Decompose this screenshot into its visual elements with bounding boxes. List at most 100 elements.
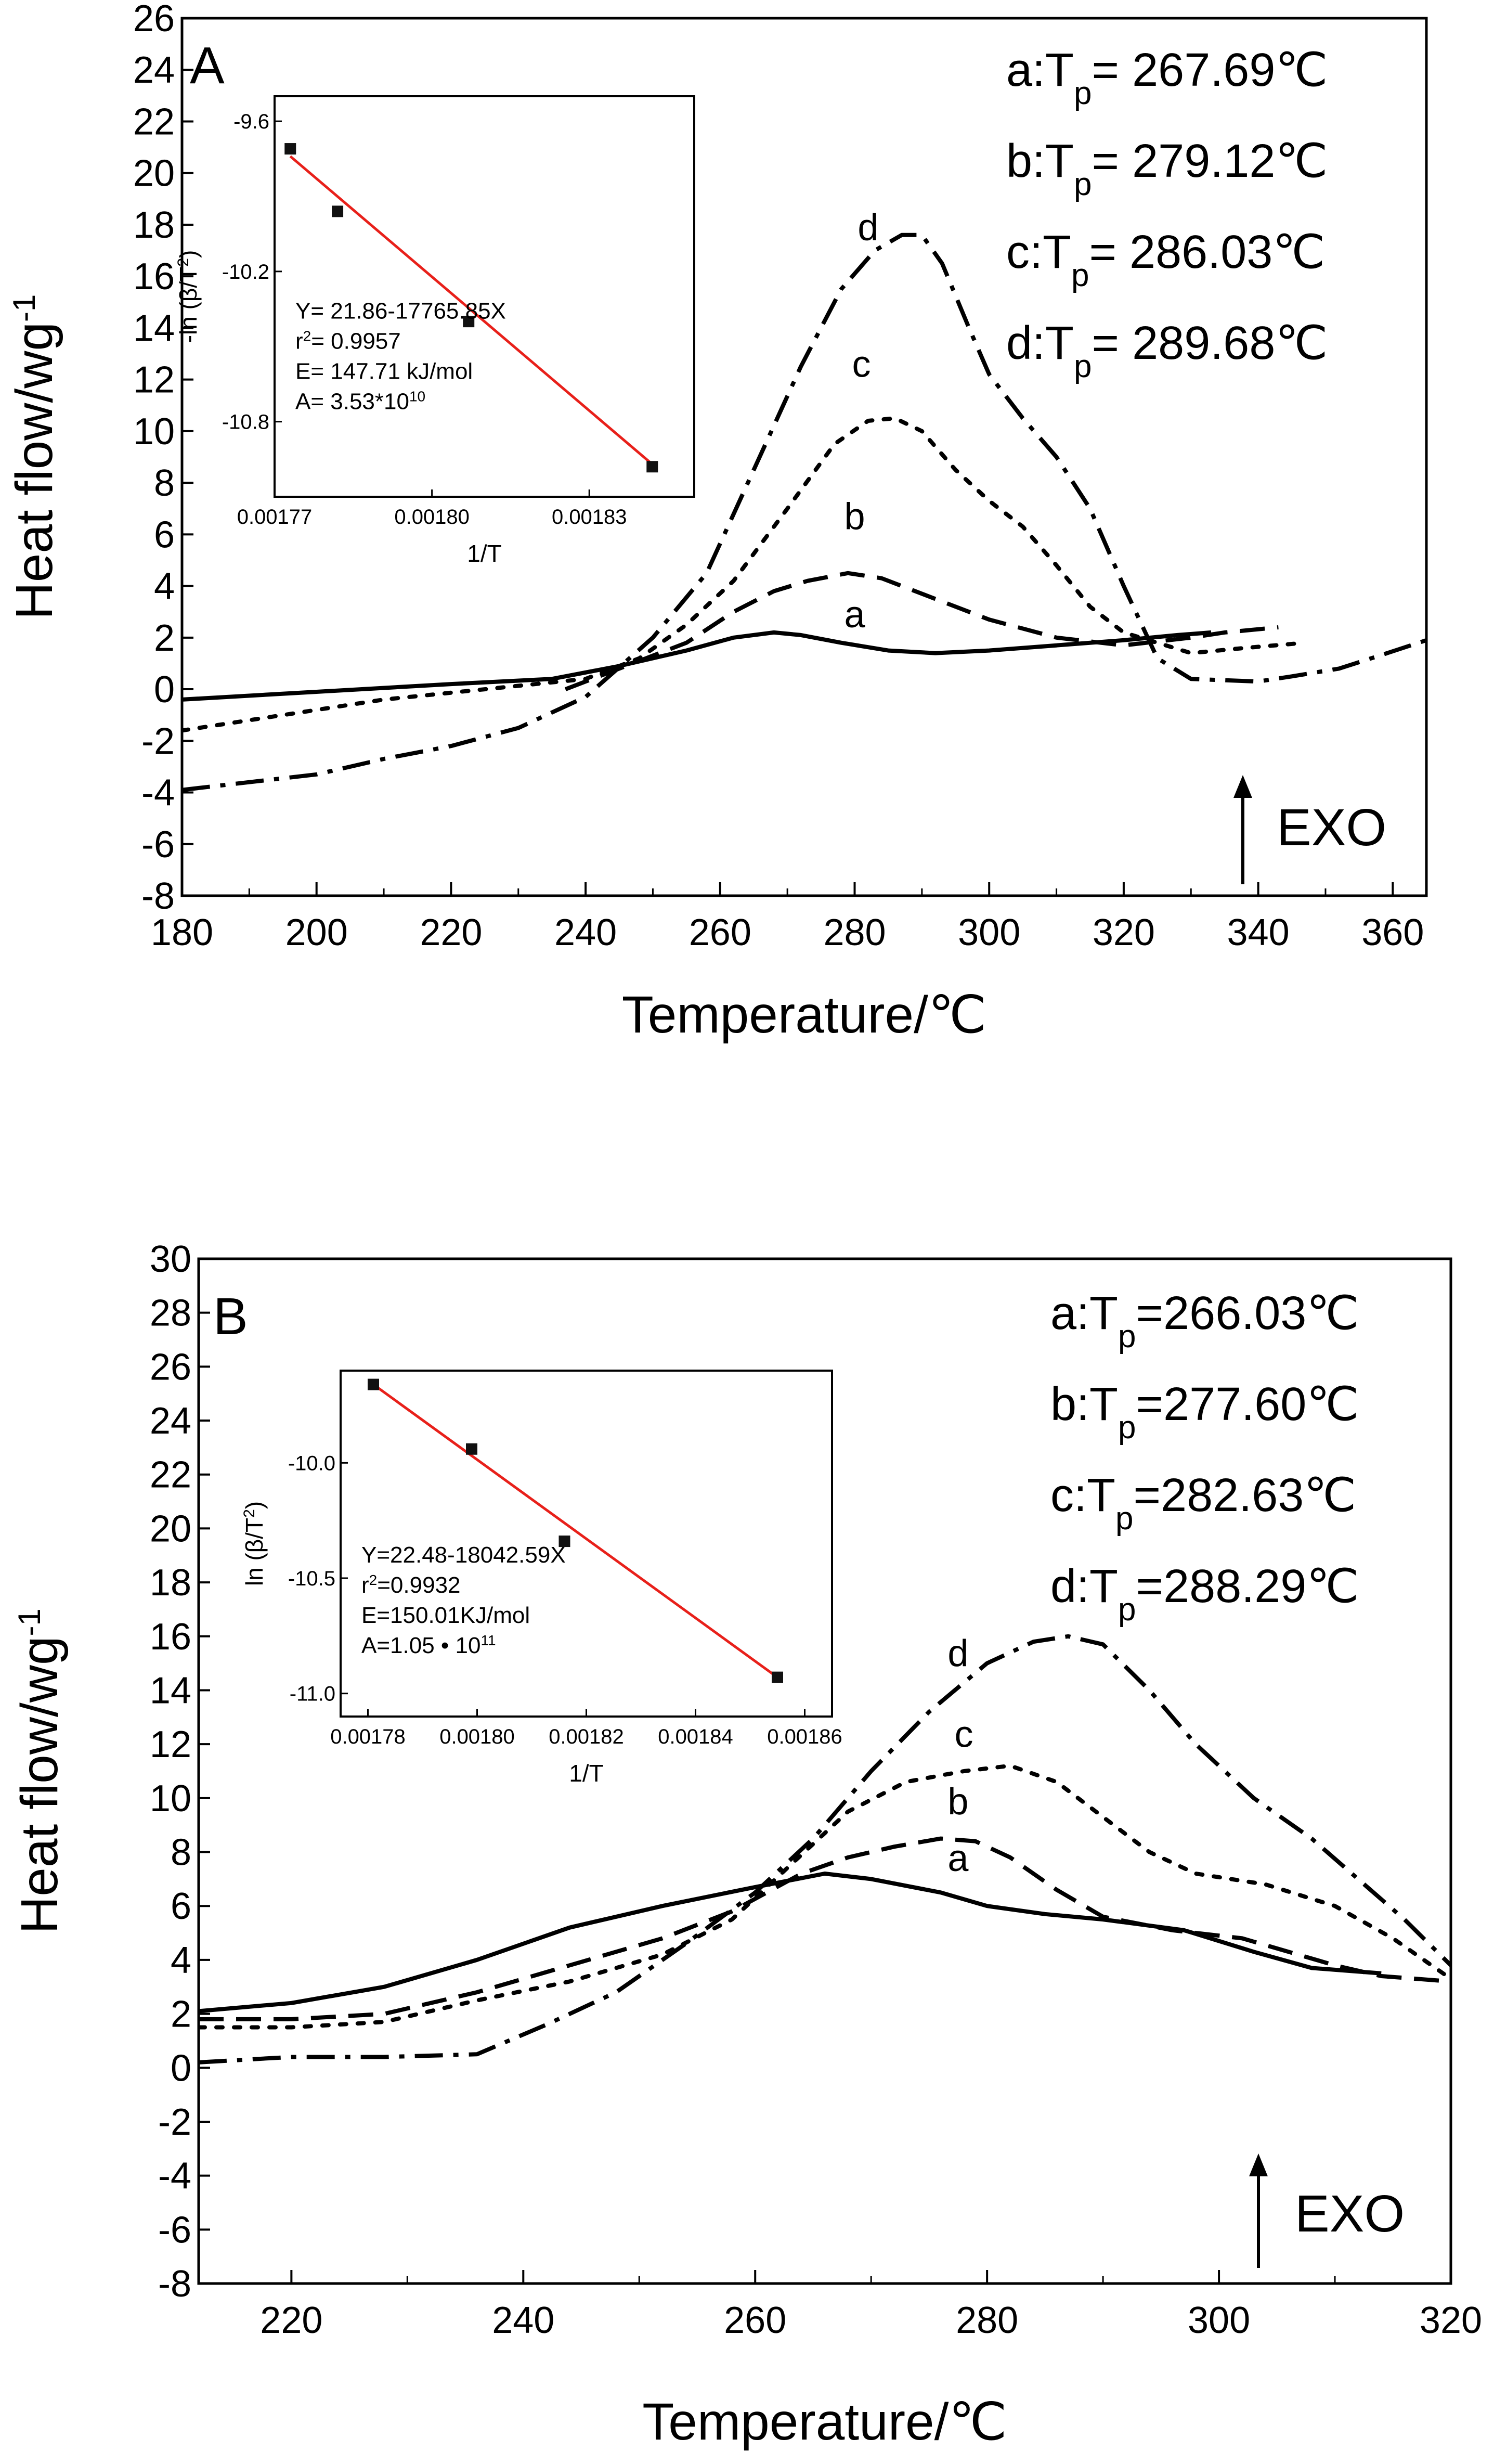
- y-tick-label: 30: [150, 1239, 191, 1280]
- inset-x-tick-label: 0.00177: [237, 506, 313, 528]
- curves: [199, 1634, 1451, 2065]
- curve-d: [199, 1634, 1451, 2065]
- y-tick-label: 16: [150, 1616, 191, 1658]
- x-tick-label: 300: [958, 912, 1020, 953]
- y-tick-label: 0: [171, 2047, 191, 2089]
- inset-x-tick-label: 0.00184: [658, 1725, 733, 1748]
- prefactor-exponent: 10: [409, 388, 425, 404]
- inset-fit-line: [289, 155, 653, 466]
- plot-frame: [180, 17, 1428, 897]
- peak-annotation-b: b:Tp= 279.12℃: [1006, 135, 1328, 202]
- y-tick-label: -6: [158, 2209, 191, 2251]
- x-axis-title: Temperature/℃: [642, 2393, 1007, 2451]
- x-tick-label: 360: [1361, 912, 1424, 953]
- x-tick-label: 200: [285, 912, 348, 953]
- y-tick-label: 4: [171, 1940, 191, 1981]
- inset-y-title-superscript: 2: [175, 258, 192, 267]
- annotation-value: = 286.03℃: [1089, 226, 1325, 278]
- inset-x-tick-label: 0.00183: [552, 506, 627, 528]
- annotation-subscript: p: [1074, 75, 1092, 111]
- y-tick-label: 20: [150, 1508, 191, 1550]
- curve-label-c: c: [955, 1713, 973, 1755]
- inset-activation-energy: E=150.01KJ/mol: [361, 1603, 530, 1628]
- y-tick-label: 14: [133, 307, 175, 349]
- y-axis-title-superscript: -1: [7, 294, 42, 322]
- inset-x-tick-label: 0.00186: [767, 1725, 842, 1748]
- y-axis-title-superscript: -1: [12, 1608, 47, 1636]
- peak-annotation-d: d:Tp= 289.68℃: [1006, 317, 1328, 384]
- inset-equation: Y= 21.86-17765.85X: [295, 298, 506, 324]
- peak-annotation-a: a:Tp=266.03℃: [1050, 1287, 1359, 1354]
- inset-y-tick-label: -11.0: [290, 1683, 335, 1706]
- inset-prefactor: A=1.05 • 1011: [361, 1632, 496, 1659]
- y-tick-label: -2: [141, 720, 175, 762]
- x-tick-label: 240: [492, 2300, 554, 2341]
- x-tick-label: 280: [823, 912, 886, 953]
- annotation-subscript: p: [1071, 257, 1089, 293]
- r2-superscript: 2: [369, 1572, 378, 1588]
- annotation-subscript: p: [1118, 1592, 1136, 1628]
- inset-y-tick-label: -10.0: [288, 1452, 335, 1475]
- peak-annotation-d: d:Tp=288.29℃: [1050, 1560, 1359, 1628]
- y-tick-label: 20: [133, 153, 175, 195]
- annotation-value: =288.29℃: [1136, 1560, 1359, 1612]
- y-tick-label: 22: [133, 101, 175, 143]
- r2-prefix: r: [295, 328, 303, 354]
- annotation-prefix: a:T: [1050, 1287, 1118, 1339]
- y-tick-label: 2: [154, 617, 175, 659]
- r2-value: =0.9932: [377, 1572, 460, 1598]
- curve-label-b: b: [947, 1781, 968, 1823]
- curve-b: [199, 1836, 1451, 2021]
- annotation-value: = 279.12℃: [1092, 135, 1328, 187]
- inset-frame: [274, 95, 695, 498]
- curve-a: [199, 1872, 1382, 2014]
- inset-y-title-end: ): [175, 250, 202, 258]
- curve-d: [182, 233, 1426, 792]
- inset-y-title-end: ): [241, 1501, 268, 1509]
- inset-data-point: [463, 316, 475, 328]
- inset-y-tick-label: -10.2: [222, 261, 269, 283]
- inset-data-point: [558, 1536, 570, 1547]
- annotation-subscript: p: [1118, 1410, 1136, 1446]
- y-axis-title-text: Heat flow/wg: [5, 322, 63, 620]
- r2-prefix: r: [361, 1572, 369, 1598]
- y-tick-label: 10: [150, 1778, 191, 1820]
- y-tick-label: 28: [150, 1293, 191, 1334]
- y-tick-label: 26: [150, 1346, 191, 1388]
- y-tick-label: -8: [158, 2263, 191, 2305]
- r2-superscript: 2: [303, 328, 311, 344]
- plot-frame: [197, 1257, 1452, 2285]
- curve-a: [182, 630, 1212, 702]
- x-tick-label: 220: [260, 2300, 322, 2341]
- x-tick-label: 220: [420, 912, 482, 953]
- inset-data-point: [332, 205, 344, 217]
- y-axis-title: Heat flow/wg-1: [10, 1608, 69, 1934]
- exo-arrow-head: [1249, 2153, 1268, 2176]
- inset-fit-line: [372, 1383, 778, 1679]
- inset-y-tick-label: -10.8: [222, 411, 269, 434]
- annotation-subscript: p: [1074, 349, 1092, 384]
- inset-y-title-superscript: 2: [241, 1509, 258, 1518]
- y-tick-label: 10: [133, 411, 175, 453]
- annotation-subscript: p: [1115, 1501, 1133, 1537]
- inset-x-tick-label: 0.00180: [394, 506, 470, 528]
- prefactor-base: A= 3.53*10: [295, 389, 409, 414]
- inset-b: 0.00178 0.00180 0.00182 0.00184 0.00186 -10.0…: [241, 1370, 842, 1787]
- inset-data-point: [772, 1671, 783, 1683]
- y-tick-label: 24: [150, 1400, 191, 1442]
- annotation-prefix: c:T: [1050, 1469, 1115, 1521]
- y-tick-label: 4: [154, 566, 175, 608]
- annotation-prefix: b:T: [1006, 135, 1074, 187]
- y-tick-label: 18: [150, 1562, 191, 1604]
- inset-r-squared: r2=0.9932: [361, 1572, 461, 1598]
- y-tick-label: -4: [141, 772, 175, 814]
- exo-label: EXO: [1295, 2185, 1405, 2243]
- x-tick-label: 300: [1188, 2300, 1250, 2341]
- annotation-prefix: c:T: [1006, 226, 1071, 278]
- inset-data-point: [284, 143, 296, 155]
- inset-r-squared: r2= 0.9957: [295, 328, 401, 354]
- curve-c: [199, 1763, 1451, 2030]
- curve-label-d: d: [947, 1633, 968, 1674]
- y-tick-label: 6: [154, 514, 175, 556]
